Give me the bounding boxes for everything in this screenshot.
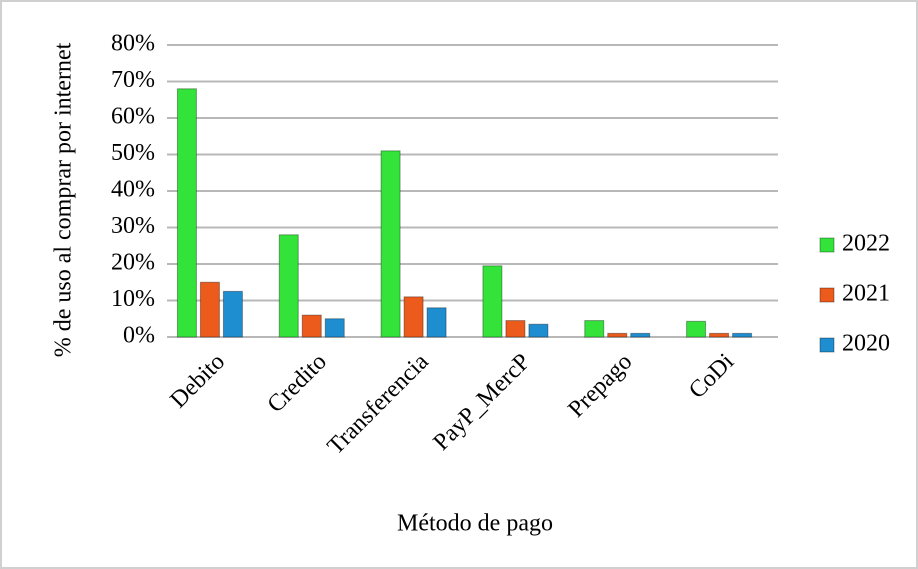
- y-tick-label: 30%: [111, 213, 155, 239]
- bar: [176, 88, 197, 338]
- bar: [222, 290, 243, 338]
- bar: [324, 318, 345, 338]
- y-tick-label: 70%: [111, 67, 155, 93]
- y-tick-label: 60%: [111, 104, 155, 130]
- x-axis-title: Método de pago: [397, 511, 553, 537]
- bar: [426, 307, 447, 338]
- y-tick-label: 0%: [123, 323, 155, 349]
- bar: [528, 323, 549, 338]
- bar: [630, 332, 651, 338]
- y-tick-label: 50%: [111, 140, 155, 166]
- y-tick-label: 40%: [111, 177, 155, 203]
- y-axis-title: % de uso al comprar por internet: [51, 42, 77, 357]
- bar: [686, 320, 707, 338]
- bar: [584, 320, 605, 338]
- bar: [709, 332, 730, 338]
- bar: [732, 332, 753, 338]
- bar: [199, 281, 220, 338]
- bar: [505, 320, 526, 338]
- y-tick-label: 10%: [111, 286, 155, 312]
- bar: [482, 265, 503, 338]
- bar: [403, 296, 424, 338]
- y-tick-label: 80%: [111, 31, 155, 57]
- legend-label: 2020: [842, 331, 890, 357]
- legend-swatch: [819, 287, 835, 303]
- legend-swatch: [819, 337, 835, 353]
- legend-label: 2021: [842, 281, 890, 307]
- y-tick-label: 20%: [111, 250, 155, 276]
- bar: [301, 314, 322, 338]
- bar: [607, 332, 628, 338]
- bar: [380, 150, 401, 338]
- legend-swatch: [819, 237, 835, 253]
- bar: [278, 234, 299, 338]
- legend-label: 2022: [842, 231, 890, 257]
